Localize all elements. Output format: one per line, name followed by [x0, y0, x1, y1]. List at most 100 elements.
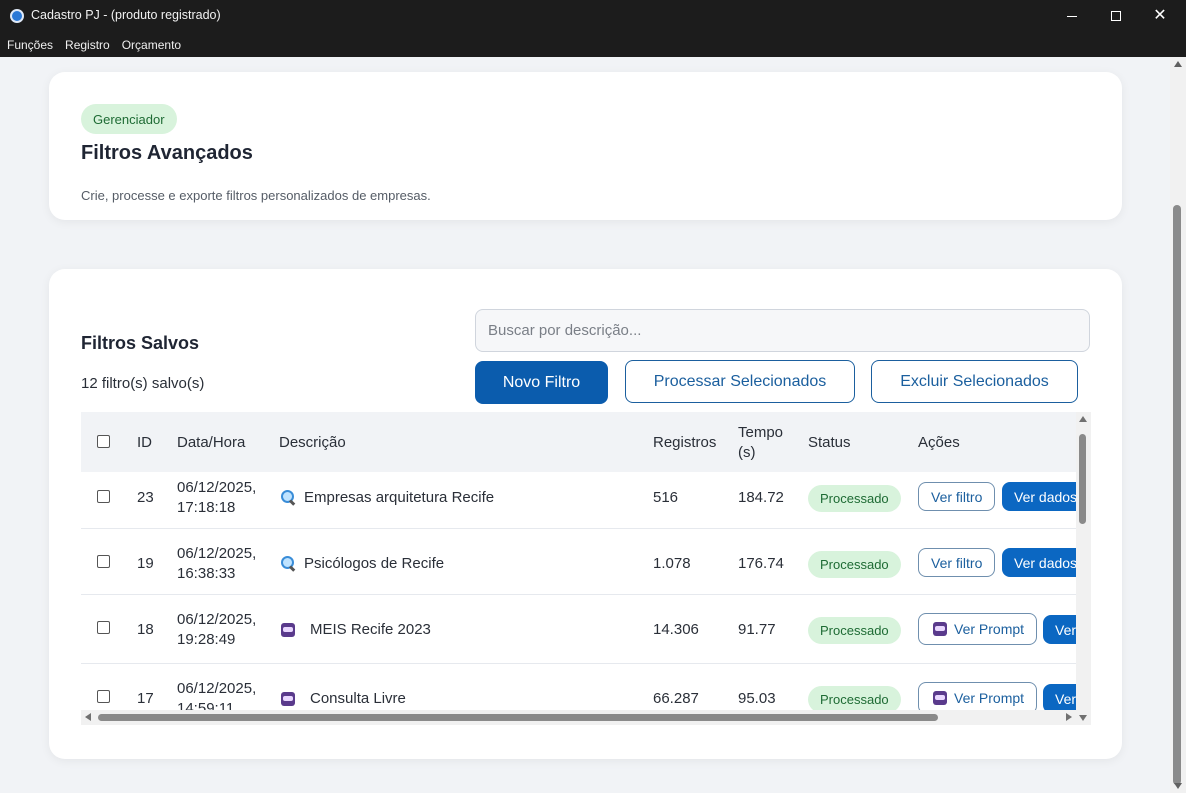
scroll-thumb[interactable]	[1173, 205, 1181, 785]
robot-icon	[933, 622, 947, 636]
minimize-button[interactable]	[1050, 0, 1094, 32]
th-records: Registros	[653, 434, 717, 451]
row-seconds: 184.72	[738, 489, 784, 506]
status-badge: Processado	[808, 617, 901, 644]
robot-icon	[933, 691, 947, 705]
row-records: 14.306	[653, 621, 699, 638]
row-description-text: Psicólogos de Recife	[304, 555, 445, 572]
row-time: 16:38:33	[177, 565, 236, 582]
view-data-button[interactable]: Ver dados	[1002, 548, 1076, 577]
page-title: Filtros Avançados	[81, 142, 253, 164]
th-id: ID	[137, 434, 152, 451]
minimize-icon	[1067, 15, 1077, 17]
view-prompt-button[interactable]: Ver Prompt	[918, 682, 1038, 714]
row-description-text: Consulta Livre	[310, 690, 406, 707]
title-bar: Cadastro PJ - (produto registrado) ✕	[0, 0, 1186, 32]
th-time-unit: (s)	[738, 444, 756, 461]
header-card: Gerenciador Filtros Avançados Crie, proc…	[49, 72, 1122, 220]
menu-registro[interactable]: Registro	[65, 37, 110, 52]
magnifier-icon	[281, 490, 296, 505]
process-selected-button[interactable]: Processar Selecionados	[625, 360, 855, 403]
view-data-button[interactable]: Ver	[1043, 615, 1076, 644]
th-datetime: Data/Hora	[177, 434, 246, 451]
row-records: 516	[653, 489, 679, 506]
close-button[interactable]: ✕	[1138, 0, 1182, 32]
status-badge: Processado	[808, 485, 901, 512]
row-description: Consulta Livre	[281, 690, 406, 707]
row-time: 19:28:49	[177, 631, 236, 648]
table-row: 19 06/12/2025, 16:38:33 Psicólogos de Re…	[81, 529, 1076, 595]
table-row: 23 06/12/2025, 17:18:18 Empresas arquite…	[81, 472, 1076, 529]
window-title: Cadastro PJ - (produto registrado)	[31, 8, 221, 22]
row-seconds: 91.77	[738, 621, 776, 638]
menu-funcoes[interactable]: Funções	[7, 37, 54, 52]
view-prompt-button[interactable]: Ver Prompt	[918, 613, 1038, 645]
row-description: MEIS Recife 2023	[281, 621, 431, 638]
row-date: 06/12/2025,	[177, 479, 257, 496]
th-time: Tempo	[738, 424, 784, 441]
maximize-icon	[1111, 11, 1121, 21]
row-time: 17:18:18	[177, 499, 236, 516]
row-seconds: 95.03	[738, 690, 776, 707]
row-date: 06/12/2025,	[177, 545, 257, 562]
th-description: Descrição	[279, 434, 346, 451]
table-horizontal-scrollbar[interactable]	[81, 710, 1076, 725]
scroll-up-icon[interactable]	[1079, 416, 1087, 422]
select-all-checkbox[interactable]	[97, 435, 110, 448]
row-description-text: Empresas arquitetura Recife	[304, 489, 495, 506]
view-prompt-label: Ver Prompt	[954, 621, 1025, 637]
scroll-thumb[interactable]	[1079, 434, 1086, 524]
table-vertical-scrollbar[interactable]	[1076, 412, 1091, 725]
robot-icon	[281, 622, 295, 637]
filter-count: 12 filtro(s) salvo(s)	[81, 375, 205, 392]
page-subtitle: Crie, processe e exporte filtros persona…	[81, 188, 431, 203]
section-title: Filtros Salvos	[81, 333, 200, 353]
view-filter-button[interactable]: Ver filtro	[918, 548, 996, 577]
scroll-up-icon[interactable]	[1174, 61, 1182, 67]
th-actions: Ações	[918, 434, 960, 451]
content-area: Gerenciador Filtros Avançados Crie, proc…	[0, 57, 1170, 793]
menu-bar: Funções Registro Orçamento	[0, 32, 1186, 57]
page-vertical-scrollbar[interactable]	[1170, 57, 1186, 793]
manager-badge: Gerenciador	[81, 104, 177, 134]
status-badge: Processado	[808, 551, 901, 578]
row-records: 1.078	[653, 555, 691, 572]
close-icon: ✕	[1153, 7, 1167, 24]
th-status: Status	[808, 434, 851, 451]
row-records: 66.287	[653, 690, 699, 707]
row-date: 06/12/2025,	[177, 611, 257, 628]
magnifier-icon	[281, 556, 296, 571]
scroll-right-icon[interactable]	[1066, 713, 1072, 721]
search-input[interactable]	[475, 309, 1090, 352]
status-badge: Processado	[808, 686, 901, 713]
row-id: 19	[137, 555, 154, 572]
delete-selected-button[interactable]: Excluir Selecionados	[871, 360, 1078, 403]
row-date: 06/12/2025,	[177, 680, 257, 697]
robot-icon	[281, 691, 295, 706]
row-checkbox[interactable]	[97, 490, 110, 503]
app-icon	[10, 9, 24, 23]
view-data-button[interactable]: Ver dados	[1002, 482, 1076, 511]
view-data-button[interactable]: Ver	[1043, 684, 1076, 713]
row-description: Psicólogos de Recife	[281, 555, 444, 572]
scroll-down-icon[interactable]	[1079, 715, 1087, 721]
view-filter-button[interactable]: Ver filtro	[918, 482, 996, 511]
row-id: 17	[137, 690, 154, 707]
filters-table: ID Data/Hora Descrição Registros Tempo (…	[81, 412, 1091, 725]
row-seconds: 176.74	[738, 555, 784, 572]
scroll-left-icon[interactable]	[85, 713, 91, 721]
saved-filters-card: Filtros Salvos 12 filtro(s) salvo(s) Nov…	[49, 269, 1122, 759]
new-filter-button[interactable]: Novo Filtro	[475, 361, 608, 404]
menu-orcamento[interactable]: Orçamento	[121, 37, 182, 52]
maximize-button[interactable]	[1094, 0, 1138, 32]
row-checkbox[interactable]	[97, 621, 110, 634]
row-checkbox[interactable]	[97, 690, 110, 703]
row-checkbox[interactable]	[97, 555, 110, 568]
row-id: 23	[137, 489, 154, 506]
scroll-down-icon[interactable]	[1174, 783, 1182, 789]
scroll-thumb[interactable]	[98, 714, 938, 721]
row-id: 18	[137, 621, 154, 638]
table-row: 18 06/12/2025, 19:28:49 MEIS Recife 2023…	[81, 595, 1076, 664]
row-description-text: MEIS Recife 2023	[310, 621, 431, 638]
table-header: ID Data/Hora Descrição Registros Tempo (…	[81, 412, 1076, 472]
